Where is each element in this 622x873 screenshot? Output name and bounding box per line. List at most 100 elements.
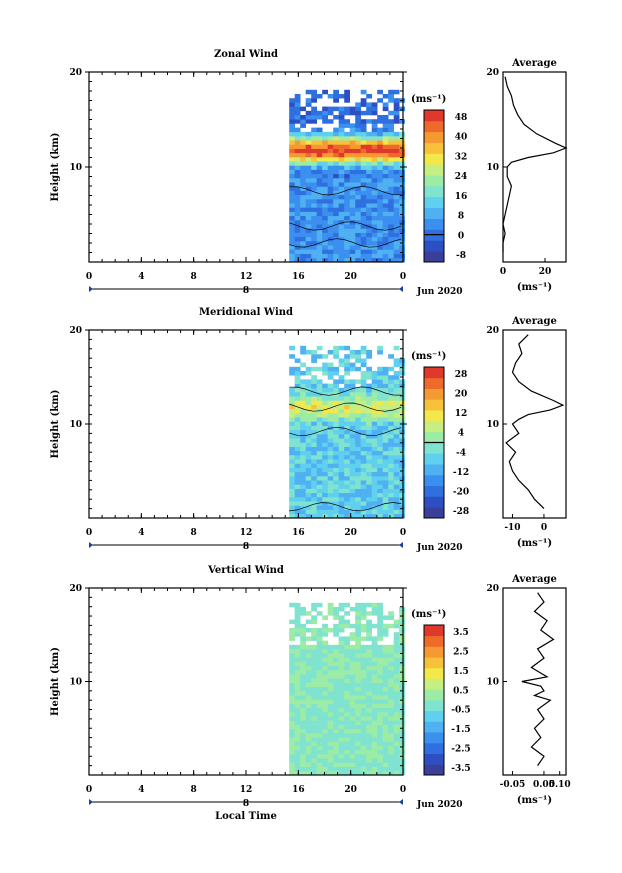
heatmap-cell	[294, 505, 301, 510]
heatmap-cell	[388, 442, 394, 447]
heatmap-cell	[333, 194, 339, 200]
heatmap-cell	[311, 89, 317, 95]
heatmap-cell	[305, 396, 312, 401]
heatmap-cell	[333, 136, 339, 141]
heatmap-cell	[360, 455, 367, 460]
heatmap-cell	[399, 762, 405, 767]
heatmap-cell	[371, 770, 378, 776]
heatmap-cell	[322, 228, 328, 233]
heatmap-cell	[377, 173, 383, 179]
heatmap-cell	[311, 653, 317, 658]
heatmap-cell	[388, 758, 394, 763]
date-bar-start-marker	[89, 286, 93, 292]
heatmap-cell	[388, 140, 394, 145]
heatmap-cell	[388, 157, 394, 162]
heatmap-cell	[289, 396, 295, 401]
heatmap-cell	[344, 366, 350, 372]
heatmap-cell	[327, 371, 334, 376]
heatmap-cell	[377, 224, 383, 229]
heatmap-cell	[382, 691, 389, 696]
heatmap-cell	[305, 501, 312, 506]
heatmap-cell	[377, 115, 383, 120]
heatmap-cell	[289, 429, 295, 435]
heatmap-cell	[311, 745, 317, 751]
heatmap-cell	[360, 173, 367, 179]
heatmap-cell	[322, 215, 328, 221]
heatmap-cell	[366, 762, 372, 767]
heatmap-cell	[399, 220, 405, 225]
heatmap-cell	[349, 505, 356, 510]
heatmap-cell	[377, 387, 383, 393]
heatmap-cell	[300, 417, 306, 422]
heatmap-cell	[377, 665, 383, 671]
heatmap-cell	[366, 371, 372, 376]
heatmap-cell	[305, 492, 312, 498]
heatmap-cell	[399, 463, 405, 468]
heatmap-cell	[300, 173, 306, 179]
heatmap-cell	[371, 501, 378, 506]
heatmap-cell	[294, 619, 301, 625]
heatmap-cell	[300, 611, 306, 616]
heatmap-cell	[294, 467, 301, 473]
heatmap-cell	[377, 383, 383, 389]
heatmap-cell	[300, 623, 306, 629]
heatmap-cell	[289, 110, 295, 116]
heatmap-cell	[366, 450, 372, 456]
heatmap-cell	[300, 425, 306, 431]
heatmap-cell	[366, 657, 372, 662]
heatmap-cell	[322, 165, 328, 170]
heatmap-cell	[377, 770, 383, 776]
heatmap-cell	[305, 682, 312, 688]
heatmap-cell	[333, 165, 339, 170]
heatmap-cell	[338, 678, 345, 683]
heatmap-cell	[327, 178, 334, 183]
heatmap-cell	[322, 632, 328, 637]
heatmap-cell	[322, 741, 328, 746]
heatmap-cell	[322, 371, 328, 376]
heatmap-cell	[338, 253, 345, 259]
heatmap-cell	[344, 157, 350, 162]
heatmap-cell	[349, 232, 356, 238]
heatmap-cell	[377, 492, 383, 498]
heatmap-cell	[289, 678, 295, 683]
colorbar-tick-label: 16	[455, 192, 468, 202]
heatmap-cell	[311, 383, 317, 389]
heatmap-cell	[377, 165, 383, 170]
date-bar-end-marker	[399, 799, 403, 805]
heatmap-cell	[366, 241, 372, 246]
heatmap-cell	[349, 404, 356, 410]
heatmap-cell	[289, 425, 295, 431]
heatmap-cell	[366, 161, 372, 166]
heatmap-cell	[393, 400, 400, 405]
heatmap-cell	[371, 712, 378, 717]
heatmap-cell	[382, 186, 389, 191]
heatmap-cell	[393, 728, 400, 734]
heatmap-cell	[311, 182, 317, 187]
heatmap-cell	[333, 354, 339, 359]
heatmap-cell	[322, 716, 328, 721]
heatmap-cell	[294, 712, 301, 717]
heatmap-cell	[393, 724, 400, 730]
heatmap-cell	[344, 665, 350, 671]
heatmap-cell	[349, 106, 356, 112]
heatmap-cell	[355, 190, 361, 196]
heatmap-cell	[377, 661, 383, 667]
heatmap-cell	[371, 404, 378, 410]
heatmap-cell	[311, 505, 317, 510]
heatmap-cell	[289, 404, 295, 410]
heatmap-cell	[333, 476, 339, 481]
heatmap-cell	[294, 366, 301, 372]
heatmap-cell	[344, 429, 350, 435]
heatmap-cell	[311, 404, 317, 410]
heatmap-cell	[382, 450, 389, 456]
heatmap-cell	[382, 203, 389, 208]
heatmap-cell	[366, 459, 372, 464]
heatmap-cell	[355, 640, 361, 646]
x-tick-label: 0	[400, 272, 406, 282]
heatmap-cell	[399, 758, 405, 763]
heatmap-cell	[316, 136, 323, 141]
heatmap-cell	[322, 136, 328, 141]
heatmap-cell	[311, 186, 317, 191]
heatmap-cell	[393, 463, 400, 468]
heatmap-cell	[338, 358, 345, 363]
